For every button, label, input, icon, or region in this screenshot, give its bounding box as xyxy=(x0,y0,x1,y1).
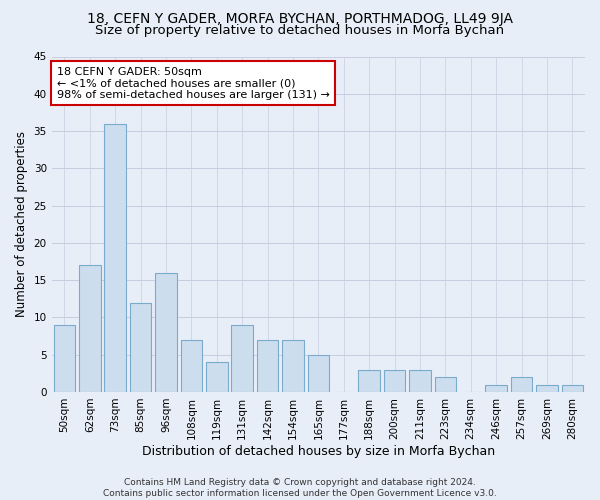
Bar xyxy=(536,384,557,392)
Text: 18, CEFN Y GADER, MORFA BYCHAN, PORTHMADOG, LL49 9JA: 18, CEFN Y GADER, MORFA BYCHAN, PORTHMAD… xyxy=(87,12,513,26)
Bar xyxy=(562,384,583,392)
Bar xyxy=(511,377,532,392)
Text: 18 CEFN Y GADER: 50sqm
← <1% of detached houses are smaller (0)
98% of semi-deta: 18 CEFN Y GADER: 50sqm ← <1% of detached… xyxy=(57,66,330,100)
Bar xyxy=(130,302,151,392)
Text: Contains HM Land Registry data © Crown copyright and database right 2024.
Contai: Contains HM Land Registry data © Crown c… xyxy=(103,478,497,498)
Bar xyxy=(232,325,253,392)
Text: Size of property relative to detached houses in Morfa Bychan: Size of property relative to detached ho… xyxy=(95,24,505,37)
Bar xyxy=(358,370,380,392)
Bar xyxy=(282,340,304,392)
Bar xyxy=(485,384,507,392)
Bar xyxy=(181,340,202,392)
X-axis label: Distribution of detached houses by size in Morfa Bychan: Distribution of detached houses by size … xyxy=(142,444,495,458)
Bar xyxy=(257,340,278,392)
Bar xyxy=(104,124,126,392)
Bar xyxy=(434,377,456,392)
Bar xyxy=(308,354,329,392)
Bar xyxy=(409,370,431,392)
Bar xyxy=(79,265,101,392)
Bar xyxy=(53,325,75,392)
Y-axis label: Number of detached properties: Number of detached properties xyxy=(15,131,28,317)
Bar xyxy=(384,370,406,392)
Bar xyxy=(206,362,227,392)
Bar xyxy=(155,272,177,392)
